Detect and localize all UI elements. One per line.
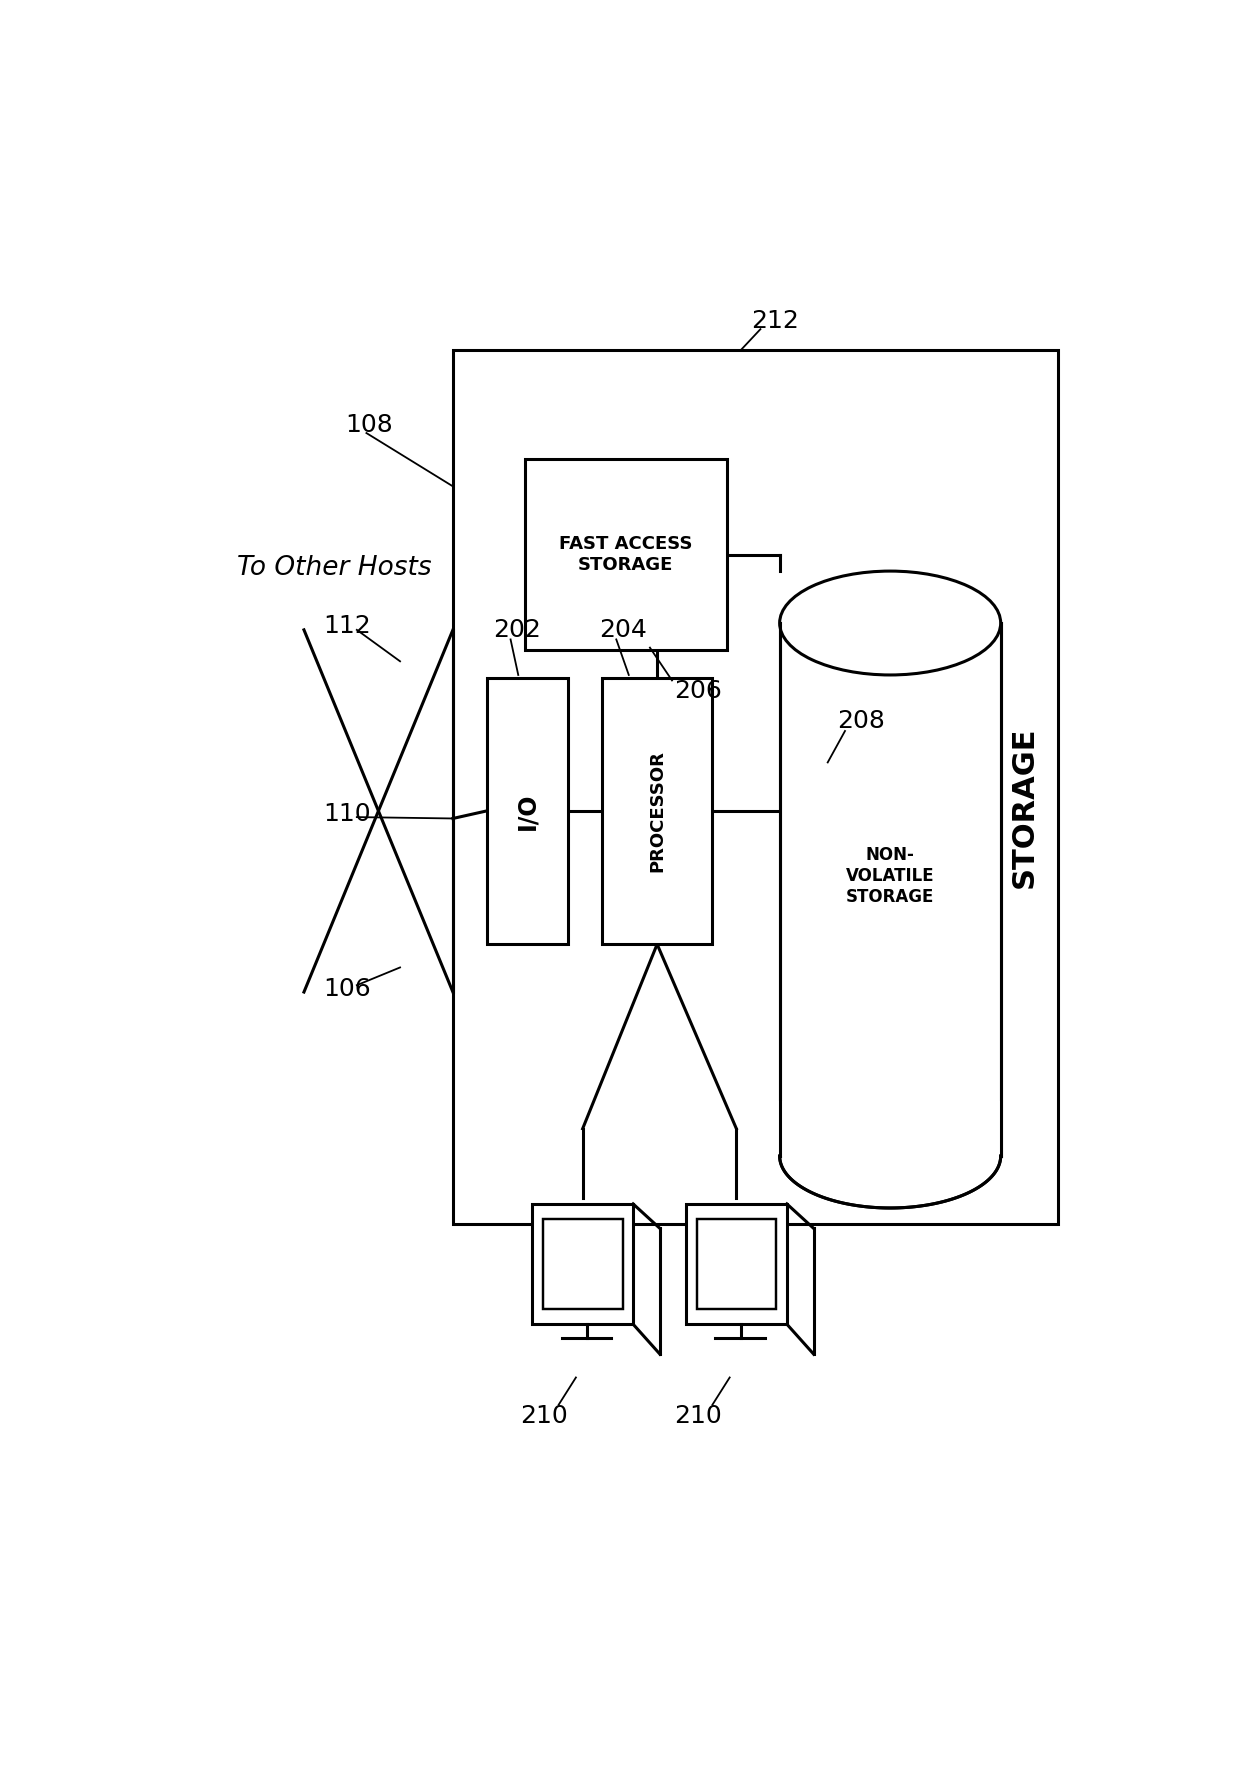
Text: 110: 110	[324, 802, 371, 827]
Bar	[780, 623, 1001, 1156]
Bar	[686, 1203, 787, 1324]
Bar	[525, 460, 727, 650]
Bar	[486, 678, 568, 944]
Text: 204: 204	[599, 618, 647, 643]
Text: 206: 206	[675, 680, 722, 703]
Text: 106: 106	[324, 978, 371, 1001]
Text: 212: 212	[751, 309, 799, 334]
Text: 208: 208	[837, 710, 885, 733]
Text: FAST ACCESS
STORAGE: FAST ACCESS STORAGE	[559, 536, 693, 573]
Bar	[777, 1100, 1003, 1156]
Text: To Other Hosts: To Other Hosts	[237, 556, 432, 582]
Text: 112: 112	[324, 614, 371, 637]
Bar	[601, 678, 713, 944]
Bar	[532, 1203, 634, 1324]
Text: STORAGE: STORAGE	[1011, 726, 1039, 888]
Text: PROCESSOR: PROCESSOR	[649, 751, 666, 872]
Bar	[543, 1219, 622, 1310]
Text: 210: 210	[521, 1404, 568, 1427]
Text: I/O: I/O	[516, 792, 539, 829]
Bar	[697, 1219, 776, 1310]
Text: NON-
VOLATILE
STORAGE: NON- VOLATILE STORAGE	[846, 847, 935, 905]
Ellipse shape	[780, 572, 1001, 674]
Bar	[453, 350, 1058, 1225]
Text: 108: 108	[345, 414, 393, 437]
Text: 210: 210	[675, 1404, 722, 1427]
Text: 202: 202	[494, 618, 541, 643]
